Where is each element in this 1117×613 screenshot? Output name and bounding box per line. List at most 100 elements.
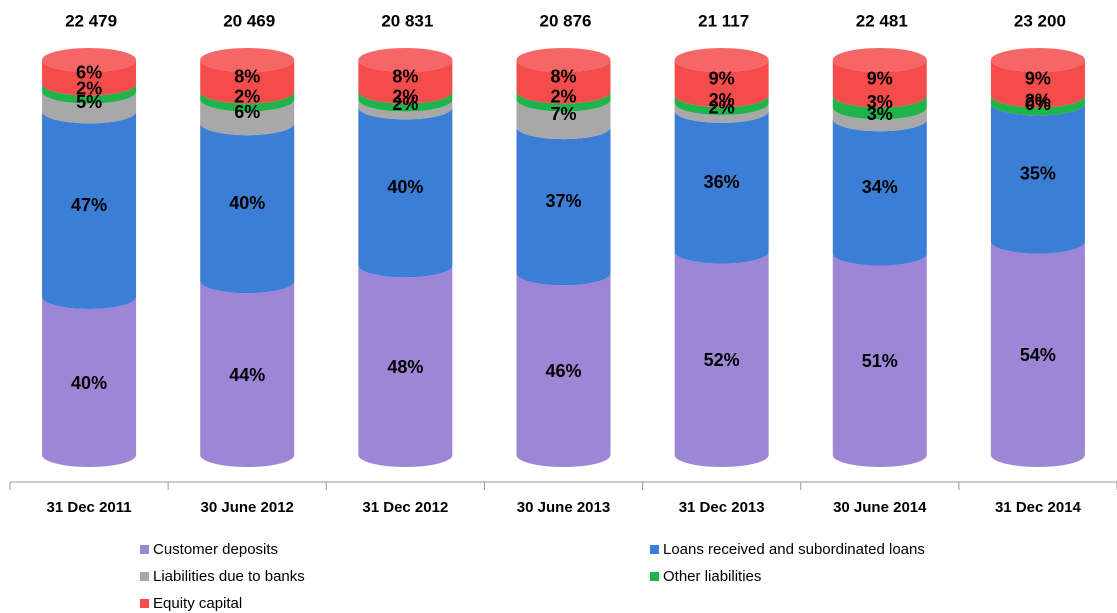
data-label: 35% (1020, 163, 1056, 183)
data-label: 2% (709, 90, 735, 110)
legend-swatch (140, 572, 149, 581)
data-label: 9% (709, 68, 735, 88)
data-label: 2% (709, 98, 735, 118)
cylinder-segment (990, 60, 1085, 108)
data-label: 3% (867, 104, 893, 124)
x-tick-label: 31 Dec 2014 (995, 499, 1082, 516)
total-label: 23 200 (1014, 11, 1066, 30)
data-label: 47% (71, 195, 107, 215)
cylinder-segment (516, 91, 611, 112)
cylinder-segment (42, 91, 137, 124)
x-tick-label: 31 Dec 2012 (362, 499, 448, 516)
cylinder-segment (832, 107, 927, 132)
total-label: 20 469 (223, 11, 275, 30)
cylinder-segment (200, 60, 295, 104)
x-tick-label: 30 June 2013 (517, 499, 610, 516)
total-label: 20 831 (381, 11, 433, 30)
cylinder-segment (42, 111, 137, 309)
data-label: 40% (71, 373, 107, 393)
cylinder-segment (42, 60, 137, 96)
legend-label: Loans received and subordinated loans (663, 541, 925, 558)
cylinder-top (42, 48, 137, 72)
cylinder-segment (42, 83, 137, 104)
data-label: 40% (229, 193, 265, 213)
cylinder-segment (832, 119, 927, 266)
data-label: 46% (545, 361, 581, 381)
data-label: 34% (862, 177, 898, 197)
total-label: 21 117 (698, 11, 749, 30)
cylinder-segment (832, 253, 927, 467)
cylinder-segment (832, 60, 927, 108)
cylinder-top (674, 48, 769, 72)
cylinder-segment (358, 107, 453, 278)
data-label: 48% (387, 357, 423, 377)
data-label: 2% (392, 94, 418, 114)
legend-label: Other liabilities (663, 568, 761, 585)
cylinder-segment (990, 103, 1085, 254)
x-tick-label: 30 June 2014 (833, 499, 927, 516)
total-label: 20 876 (540, 11, 592, 30)
legend-swatch (650, 545, 659, 554)
cylinder-segment (516, 127, 611, 286)
data-label: 37% (545, 191, 581, 211)
cylinder-segment (42, 297, 137, 467)
legend-swatch (140, 599, 149, 608)
data-label: 5% (76, 92, 102, 112)
cylinder-segment (358, 99, 453, 120)
legend-label: Customer deposits (153, 541, 278, 558)
cylinder-segment (990, 95, 1085, 116)
cylinder-top (200, 48, 295, 72)
cylinder-segment (358, 265, 453, 467)
cylinder-segment (358, 60, 453, 104)
cylinder-segment (516, 99, 611, 140)
data-label: 0% (1025, 94, 1051, 114)
data-label: 9% (867, 69, 893, 89)
data-label: 2% (392, 86, 418, 106)
cylinder-top (516, 48, 611, 72)
cylinder-segment (674, 60, 769, 108)
data-label: 6% (234, 102, 260, 122)
data-label: 9% (1025, 69, 1051, 89)
cylinder-segment (832, 95, 927, 120)
data-label: 8% (392, 67, 418, 87)
cylinder-segment (516, 60, 611, 104)
data-label: 52% (704, 350, 740, 370)
legend-label: Equity capital (153, 595, 242, 612)
x-tick-label: 31 Dec 2013 (679, 499, 765, 516)
cylinder-segment (200, 123, 295, 294)
cylinder-top (358, 48, 453, 72)
data-label: 8% (234, 67, 260, 87)
x-tick-label: 30 June 2012 (201, 499, 294, 516)
x-tick-label: 31 Dec 2011 (47, 499, 132, 516)
cylinder-segment (200, 99, 295, 136)
data-label: 54% (1020, 345, 1056, 365)
data-label: 36% (704, 172, 740, 192)
cylinder-segment (990, 241, 1085, 467)
cylinder-segment (674, 95, 769, 116)
total-label: 22 479 (65, 11, 117, 30)
data-label: 3% (867, 92, 893, 112)
cylinder-segment (200, 281, 295, 467)
total-label: 22 481 (856, 11, 908, 30)
legend-label: Liabilities due to banks (153, 568, 305, 585)
data-label: 2% (550, 86, 576, 106)
legend-swatch (140, 545, 149, 554)
data-label: 44% (229, 365, 265, 385)
cylinder-segment (358, 91, 453, 112)
data-label: 8% (550, 67, 576, 87)
data-label: 2% (1025, 90, 1051, 110)
cylinder-segment (200, 91, 295, 112)
data-label: 7% (550, 104, 576, 124)
cylinder-segment (674, 110, 769, 264)
cylinder-segment (674, 103, 769, 123)
data-label: 2% (76, 78, 102, 98)
legend-swatch (650, 572, 659, 581)
data-label: 2% (234, 86, 260, 106)
cylinder-segment (516, 273, 611, 467)
data-label: 40% (387, 177, 423, 197)
cylinder-top (832, 48, 927, 72)
cylinder-top (990, 48, 1085, 72)
cylinder-segment (674, 251, 769, 467)
data-label: 6% (76, 63, 102, 83)
